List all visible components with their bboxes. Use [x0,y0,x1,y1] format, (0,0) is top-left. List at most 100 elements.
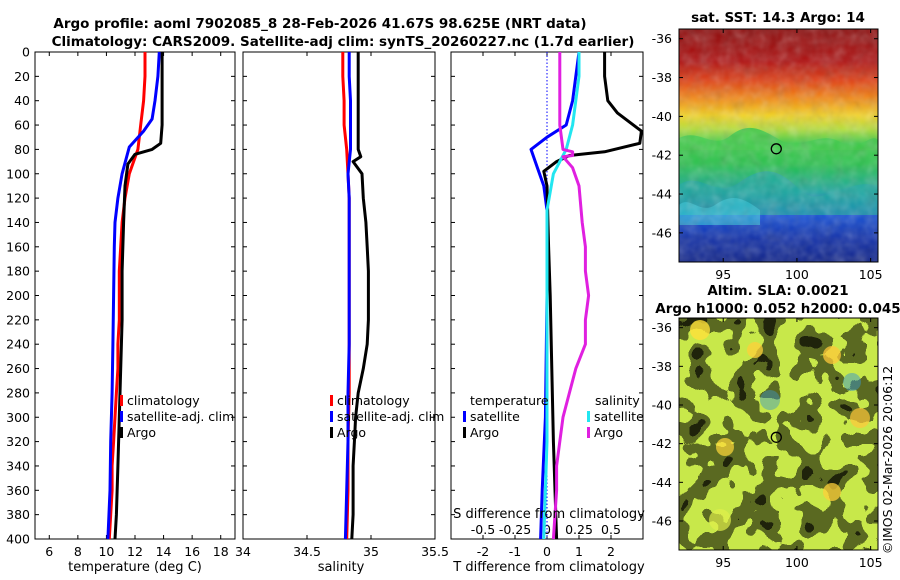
y-tick-label: 320 [6,434,30,449]
map-y-tick-label: -38 [652,70,672,85]
y-tick-label: 180 [6,264,30,279]
legend-label-climatology: climatology [127,393,200,408]
map-y-tick-label: -40 [652,398,672,413]
y-tick-label: 60 [14,118,30,133]
sla-map-title-line1: Altim. SLA: 0.0021 [707,283,848,299]
legend-label-s-argo: Argo [594,425,623,440]
map-y-tick-label: -46 [652,225,672,240]
secondary-x-tick-label: 0.5 [601,522,621,537]
y-tick-label: 20 [14,69,30,84]
y-tick-label: 0 [22,45,30,60]
map-y-tick-label: -36 [652,320,672,335]
series-line-satellite-adj-clim [343,52,352,540]
sla-map-frame [678,317,879,551]
x-tick-label: -1 [509,544,521,559]
x-tick-label: 12 [127,544,143,559]
x-tick-label: 14 [156,544,172,559]
y-tick-label: 100 [6,166,30,181]
salinity-panel-frame [242,51,436,540]
series-line-s-satellite [542,52,581,540]
x-tick-label: 1 [575,544,583,559]
y-tick-label: 40 [14,93,30,108]
legend-label-argo: Argo [127,425,156,440]
y-tick-label: 160 [6,239,30,254]
map-x-tick-label: 95 [715,267,731,282]
series-line-t-satellite [529,51,581,540]
y-tick-label: 380 [6,507,30,522]
map-y-tick-label: -44 [652,187,672,202]
legend-label-t-argo: Argo [470,425,499,440]
secondary-x-tick-label: -0.25 [499,522,531,537]
map-x-tick-label: 105 [859,555,883,570]
profile-lines-layer [106,51,643,540]
legend-label-s-satellite: satellite [594,409,644,424]
y-tick-label: 200 [6,288,30,303]
legend-marker-argo [330,427,333,438]
legend-title-salinity: salinity [595,393,640,408]
y-tick-label: 260 [6,361,30,376]
secondary-x-tick-label: -0.5 [471,522,495,537]
legend-label-t-satellite: satellite [470,409,520,424]
difference-legend: temperature satellite Argo salinity sate… [463,393,644,440]
y-tick-label: 300 [6,410,30,425]
legend-marker-s-satellite [587,411,590,422]
legend-marker-climatology [330,395,333,406]
y-tick-label: 240 [6,337,30,352]
temperature-panel-frame [34,51,236,540]
sst-map-image [679,29,878,262]
y-tick-label: 340 [6,458,30,473]
salinity-legend: climatology satellite-adj. clim Argo [330,393,444,440]
main-title-line2: Climatology: CARS2009. Satellite-adj cli… [52,34,635,50]
y-tick-label: 280 [6,385,30,400]
y-tick-label: 360 [6,483,30,498]
x-tick-label: 34 [235,544,251,559]
legend-marker-t-argo [463,427,466,438]
map-y-tick-label: -36 [652,31,672,46]
sla-argo-position-marker [770,431,782,443]
x-tick-label: 16 [184,544,200,559]
y-tick-label: 140 [6,215,30,230]
axis-ticks-layer: 0204060801001201401601802002202402602803… [6,45,643,559]
x-tick-label: -2 [477,544,489,559]
s-difference-axis-label: S difference from climatology [453,507,645,522]
map-ticks-layer: -36 -38 -40 -42 -44 -46 95 100 105 -36 -38 -40 -42 -4… [652,29,883,570]
sla-map-image [679,318,878,550]
legend-label-argo: Argo [337,425,366,440]
x-tick-label: 35 [363,544,379,559]
map-y-tick-label: -42 [652,148,672,163]
map-x-tick-label: 100 [785,267,809,282]
difference-xlabel: T difference from climatology [452,560,645,575]
map-x-tick-label: 105 [859,267,883,282]
x-tick-label: 0 [543,544,551,559]
imos-footer: ©IMOS 02-Mar-2026 20:06:12 [880,366,895,554]
legend-marker-satellite [330,411,333,422]
legend-marker-argo [120,427,123,438]
sst-map-title: sat. SST: 14.3 Argo: 14 [691,10,865,26]
x-tick-label: 2 [607,544,615,559]
x-tick-label: 10 [98,544,114,559]
map-y-tick-label: -44 [652,475,672,490]
sla-map-title-line2: Argo h1000: 0.052 h2000: 0.045 [655,301,900,317]
x-tick-label: 8 [74,544,82,559]
x-tick-label: 18 [213,544,229,559]
legend-marker-satellite [120,411,123,422]
secondary-x-tick-label: 0.25 [565,522,593,537]
x-tick-label: 6 [45,544,53,559]
sst-argo-position-marker [770,143,782,155]
map-y-tick-label: -38 [652,359,672,374]
temperature-xlabel: temperature (deg C) [68,560,202,575]
sst-map-frame [678,28,879,263]
x-tick-label: 35.5 [421,544,449,559]
legend-label-satellite: satellite-adj. clim [337,409,444,424]
legend-marker-s-argo [587,427,590,438]
series-line-argo [113,52,164,540]
salinity-xlabel: salinity [318,560,365,575]
legend-label-satellite: satellite-adj. clim [127,409,234,424]
legend-title-temperature: temperature [470,393,549,408]
y-tick-label: 220 [6,312,30,327]
map-y-tick-label: -40 [652,109,672,124]
map-y-tick-label: -42 [652,436,672,451]
series-line-argo [350,52,370,540]
